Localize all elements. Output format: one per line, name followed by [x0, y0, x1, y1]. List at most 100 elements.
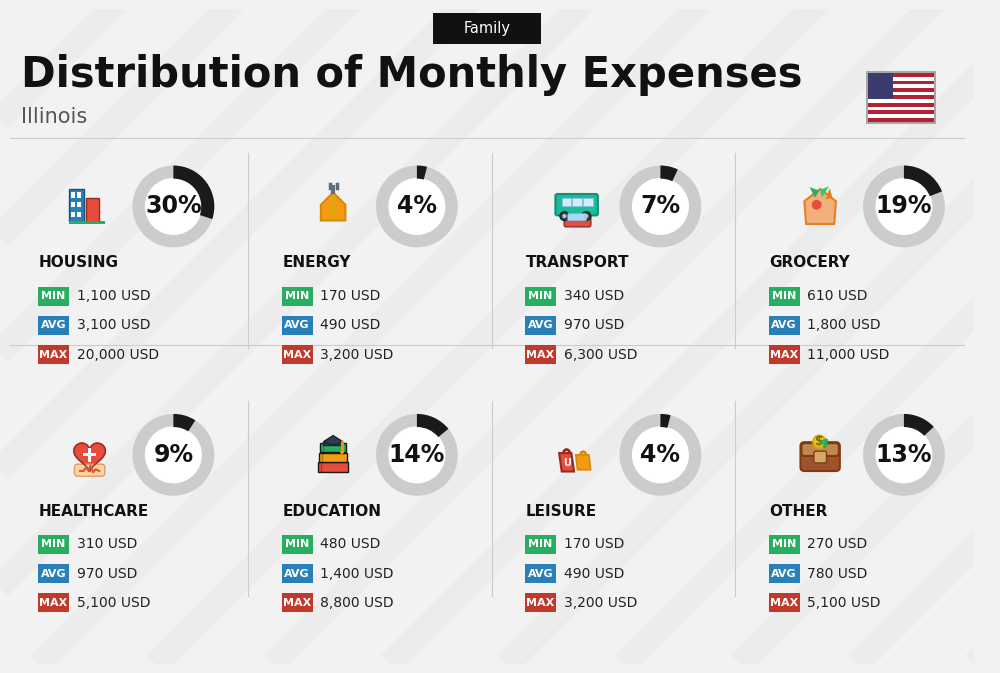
Wedge shape	[620, 166, 701, 248]
Text: 4%: 4%	[640, 443, 680, 467]
FancyBboxPatch shape	[868, 110, 934, 114]
FancyBboxPatch shape	[88, 448, 91, 462]
Text: AVG: AVG	[41, 569, 66, 579]
FancyBboxPatch shape	[71, 212, 75, 217]
Text: 20,000 USD: 20,000 USD	[77, 347, 159, 361]
Circle shape	[562, 214, 566, 218]
FancyBboxPatch shape	[868, 84, 934, 88]
Text: MAX: MAX	[283, 349, 311, 359]
Text: 4%: 4%	[397, 194, 437, 219]
Text: AVG: AVG	[284, 569, 310, 579]
FancyBboxPatch shape	[320, 443, 346, 452]
FancyBboxPatch shape	[868, 118, 934, 122]
Text: 1,800 USD: 1,800 USD	[807, 318, 881, 332]
Text: 170 USD: 170 USD	[320, 289, 381, 303]
Text: 490 USD: 490 USD	[320, 318, 381, 332]
Text: 170 USD: 170 USD	[564, 538, 624, 551]
Polygon shape	[804, 189, 836, 224]
Polygon shape	[820, 186, 829, 198]
FancyBboxPatch shape	[38, 564, 69, 583]
Circle shape	[389, 427, 445, 483]
FancyBboxPatch shape	[77, 192, 81, 198]
Wedge shape	[660, 414, 671, 428]
Text: 340 USD: 340 USD	[564, 289, 624, 303]
Text: 610 USD: 610 USD	[807, 289, 868, 303]
FancyBboxPatch shape	[525, 535, 556, 554]
FancyBboxPatch shape	[868, 103, 934, 107]
FancyBboxPatch shape	[282, 594, 313, 612]
Text: AVG: AVG	[771, 569, 797, 579]
FancyBboxPatch shape	[555, 194, 598, 215]
FancyBboxPatch shape	[433, 13, 541, 44]
Circle shape	[560, 212, 569, 221]
FancyBboxPatch shape	[71, 192, 75, 198]
Text: MIN: MIN	[285, 291, 309, 301]
FancyBboxPatch shape	[525, 564, 556, 583]
FancyBboxPatch shape	[525, 316, 556, 334]
FancyBboxPatch shape	[77, 212, 81, 217]
Text: 5,100 USD: 5,100 USD	[807, 596, 881, 610]
Text: 970 USD: 970 USD	[564, 318, 624, 332]
Wedge shape	[904, 414, 934, 436]
FancyBboxPatch shape	[769, 345, 800, 364]
FancyBboxPatch shape	[83, 454, 96, 456]
Text: MIN: MIN	[41, 540, 66, 549]
FancyBboxPatch shape	[801, 443, 839, 456]
Wedge shape	[620, 414, 701, 496]
Text: 9%: 9%	[153, 443, 193, 467]
FancyBboxPatch shape	[525, 287, 556, 306]
FancyBboxPatch shape	[769, 594, 800, 612]
FancyBboxPatch shape	[323, 441, 343, 446]
Polygon shape	[576, 455, 591, 470]
Polygon shape	[825, 188, 832, 199]
Text: 14%: 14%	[389, 443, 445, 467]
Circle shape	[813, 435, 825, 448]
Text: MAX: MAX	[770, 598, 798, 608]
Text: 19%: 19%	[876, 194, 932, 219]
Circle shape	[582, 212, 591, 221]
Text: 270 USD: 270 USD	[807, 538, 868, 551]
Text: 1,400 USD: 1,400 USD	[320, 567, 394, 581]
Circle shape	[584, 214, 588, 218]
Text: AVG: AVG	[528, 320, 553, 330]
Wedge shape	[417, 166, 427, 180]
Text: Distribution of Monthly Expenses: Distribution of Monthly Expenses	[21, 54, 803, 96]
Text: 310 USD: 310 USD	[77, 538, 137, 551]
Wedge shape	[132, 414, 214, 496]
FancyBboxPatch shape	[86, 198, 99, 222]
Text: MIN: MIN	[528, 540, 553, 549]
Text: Family: Family	[464, 21, 511, 36]
FancyBboxPatch shape	[282, 345, 313, 364]
Circle shape	[146, 427, 201, 483]
FancyBboxPatch shape	[868, 88, 934, 92]
Text: MIN: MIN	[285, 540, 309, 549]
FancyBboxPatch shape	[769, 535, 800, 554]
Circle shape	[340, 450, 344, 454]
FancyBboxPatch shape	[769, 564, 800, 583]
FancyBboxPatch shape	[38, 316, 69, 334]
Circle shape	[633, 178, 688, 234]
Text: 11,000 USD: 11,000 USD	[807, 347, 890, 361]
FancyBboxPatch shape	[69, 189, 84, 222]
FancyBboxPatch shape	[282, 535, 313, 554]
FancyBboxPatch shape	[868, 73, 893, 99]
FancyBboxPatch shape	[77, 202, 81, 207]
Polygon shape	[330, 197, 336, 216]
Text: 6,300 USD: 6,300 USD	[564, 347, 637, 361]
Wedge shape	[376, 414, 458, 496]
FancyBboxPatch shape	[38, 535, 69, 554]
FancyBboxPatch shape	[572, 198, 582, 206]
Circle shape	[389, 178, 445, 234]
Wedge shape	[863, 414, 945, 496]
Polygon shape	[559, 453, 574, 472]
Text: EDUCATION: EDUCATION	[282, 504, 381, 519]
Polygon shape	[323, 435, 343, 446]
FancyBboxPatch shape	[868, 77, 934, 81]
FancyBboxPatch shape	[69, 221, 105, 223]
Text: ENERGY: ENERGY	[282, 256, 351, 271]
Wedge shape	[904, 166, 942, 197]
FancyBboxPatch shape	[318, 462, 348, 472]
Text: Illinois: Illinois	[21, 107, 88, 127]
FancyBboxPatch shape	[38, 594, 69, 612]
Text: TRANSPORT: TRANSPORT	[526, 256, 629, 271]
